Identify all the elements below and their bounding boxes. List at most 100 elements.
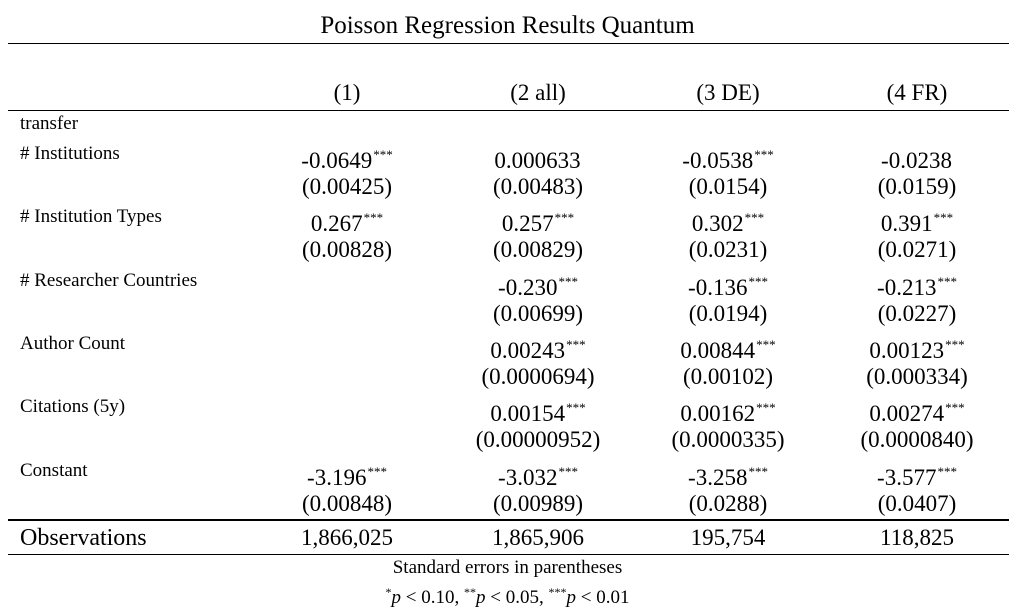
standard-errors-note: Standard errors in parentheses — [392, 557, 623, 578]
variable-label: Citations (5y) — [20, 396, 126, 417]
standard-error-cell: (0.00483) — [492, 174, 584, 199]
standard-error-cell: (0.0194) — [688, 301, 768, 326]
coefficient-cell: 0.302*** — [633, 202, 823, 240]
standard-error-cell: (0.0159) — [877, 174, 957, 199]
observations-top-rule — [8, 519, 1009, 521]
top-rule — [8, 43, 1009, 44]
standard-error-cell: (0.000334) — [866, 364, 968, 389]
coefficient-cell: 0.00274*** — [822, 392, 1012, 430]
significance-stars: *** — [754, 147, 774, 162]
significance-stars: *** — [363, 210, 384, 225]
coefficient-value: -0.136 — [688, 275, 748, 300]
coefficient-cell: -0.213*** — [822, 266, 1012, 304]
coefficient-value: 0.302 — [691, 211, 744, 236]
standard-error-cell: (0.0000335) — [671, 427, 785, 452]
significance-stars: *** — [945, 337, 965, 352]
coefficient-cell: 0.00154*** — [443, 392, 633, 430]
standard-error-cell: (0.00848) — [301, 491, 393, 516]
observations-value: 1,865,906 — [492, 525, 584, 550]
coefficient-value: -0.230 — [498, 275, 558, 300]
standard-error-cell: (0.0000694) — [481, 364, 595, 389]
significance-stars: *** — [748, 464, 768, 479]
coefficient-cell: 0.257*** — [443, 202, 633, 240]
coefficient-cell: -3.258*** — [633, 456, 823, 494]
coefficient-row: # Institution Types 0.267*** 0.257*** 0.302… — [0, 202, 1015, 236]
coefficient-row: Citations (5y) 0.00154*** 0.00162*** 0.0027… — [0, 392, 1015, 426]
standard-error-cell: (0.00829) — [492, 237, 584, 262]
standard-error-cell: (0.0288) — [688, 491, 768, 516]
coefficient-cell: -0.0649*** — [252, 139, 442, 177]
observations-row: Observations 1,866,025 1,865,906 195,754… — [0, 522, 1015, 554]
threshold-1: < 0.10, — [401, 587, 465, 608]
coefficient-value: 0.000633 — [494, 148, 581, 173]
three-star: *** — [548, 585, 567, 599]
coefficient-cell: 0.391*** — [822, 202, 1012, 240]
threshold-2: < 0.05, — [485, 587, 549, 608]
standard-error-cell: (0.00699) — [492, 301, 584, 326]
group-label-row: transfer — [0, 108, 1015, 140]
coefficient-row: Constant -3.196*** -3.032*** -3.258*** -3.57… — [0, 456, 1015, 490]
standard-error-cell: (0.00989) — [492, 491, 584, 516]
coefficient-value: -3.258 — [688, 465, 748, 490]
coefficient-value: 0.00844 — [680, 338, 756, 363]
variable-label: Constant — [20, 460, 88, 481]
standard-error-cell: (0.00102) — [682, 364, 774, 389]
column-header: (4 FR) — [886, 80, 948, 105]
coefficient-value: -3.577 — [877, 465, 937, 490]
coefficient-value: 0.257 — [501, 211, 554, 236]
coefficient-cell: 0.00243*** — [443, 329, 633, 367]
significance-stars: *** — [756, 400, 776, 415]
coefficient-cell: 0.00162*** — [633, 392, 823, 430]
standard-error-cell: (0.0271) — [877, 237, 957, 262]
significance-stars: *** — [744, 210, 765, 225]
threshold-3: < 0.01 — [575, 587, 630, 608]
coefficient-value: 0.267 — [310, 211, 363, 236]
standard-error-row: (0.00848) (0.00989) (0.0288) (0.0407) — [0, 488, 1015, 520]
column-header-row: (1) (2 all) (3 DE) (4 FR) — [0, 77, 1015, 109]
significance-stars: *** — [937, 464, 957, 479]
coefficient-cell: -0.136*** — [633, 266, 823, 304]
coefficient-cell: 0.267*** — [252, 202, 442, 240]
two-star: ** — [464, 585, 477, 599]
coefficient-cell: -0.0538*** — [633, 139, 823, 177]
significance-stars: *** — [945, 400, 965, 415]
coefficient-cell: 0.000633 — [443, 139, 633, 177]
standard-error-row: (0.0000694) (0.00102) (0.000334) — [0, 361, 1015, 393]
coefficient-value: -3.032 — [498, 465, 558, 490]
standard-error-cell: (0.0407) — [877, 491, 957, 516]
significance-stars: *** — [373, 147, 393, 162]
one-star: * — [385, 585, 392, 599]
coefficient-row: # Institutions -0.0649*** 0.000633 -0.0538*… — [0, 139, 1015, 173]
group-label: transfer — [20, 113, 79, 134]
variable-label: # Institution Types — [20, 206, 162, 227]
observations-value: 195,754 — [690, 525, 766, 550]
coefficient-cell: -0.0238 — [822, 139, 1012, 177]
coefficient-value: 0.00243 — [490, 338, 566, 363]
significance-stars: *** — [367, 464, 387, 479]
coefficient-cell: -3.032*** — [443, 456, 633, 494]
coefficient-value: 0.00123 — [869, 338, 945, 363]
observations-value: 118,825 — [880, 525, 954, 550]
coefficient-value: -0.0538 — [682, 148, 754, 173]
p-symbol: p — [566, 587, 576, 608]
coefficient-value: -0.0649 — [301, 148, 373, 173]
variable-label: Author Count — [20, 333, 126, 354]
standard-error-cell: (0.0227) — [877, 301, 957, 326]
header-rule — [8, 110, 1009, 111]
significance-stars: *** — [558, 274, 578, 289]
significance-stars: *** — [558, 464, 578, 479]
coefficient-value: -0.213 — [877, 275, 937, 300]
significance-stars: *** — [566, 400, 586, 415]
coefficient-value: 0.391 — [880, 211, 933, 236]
observations-value: 1,866,025 — [301, 525, 393, 550]
significance-stars: *** — [933, 210, 954, 225]
coefficient-value: 0.00274 — [869, 401, 945, 426]
standard-error-cell: (0.0231) — [688, 237, 768, 262]
coefficient-value: -3.196 — [307, 465, 367, 490]
standard-error-cell: (0.0000840) — [860, 427, 974, 452]
coefficient-value: 0.00154 — [490, 401, 566, 426]
variable-label: # Researcher Countries — [20, 270, 198, 291]
standard-error-cell: (0.00000952) — [475, 427, 601, 452]
p-symbol: p — [476, 587, 486, 608]
standard-error-row: (0.00425) (0.00483) (0.0154) (0.0159) — [0, 171, 1015, 203]
